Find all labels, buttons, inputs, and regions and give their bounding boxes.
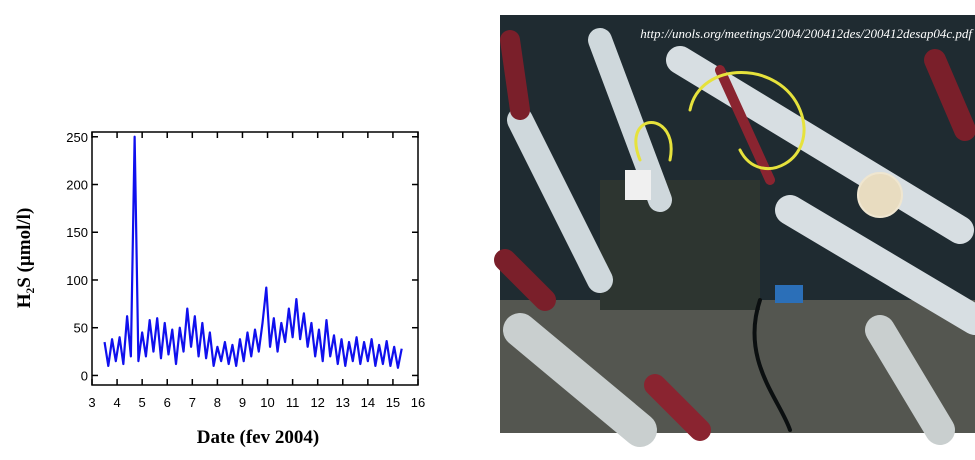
x-tick-label: 10 <box>260 395 274 410</box>
x-tick-label: 13 <box>336 395 350 410</box>
y-tick-label: 200 <box>66 178 88 193</box>
x-tick-label: 3 <box>88 395 95 410</box>
data-line <box>103 135 403 369</box>
x-tick-label: 12 <box>310 395 324 410</box>
y-tick-label: 0 <box>81 368 88 383</box>
x-tick-label: 15 <box>386 395 400 410</box>
x-axis-title: Date (fev 2004) <box>197 427 319 448</box>
image-source-url: http://unols.org/meetings/2004/200412des… <box>640 26 974 41</box>
plot-frame <box>91 131 419 386</box>
x-tick-label: 9 <box>239 395 246 410</box>
y-axis-title: H₂S (µmol/l) <box>14 208 35 309</box>
x-tick-label: 16 <box>411 395 425 410</box>
x-tick-label: 6 <box>164 395 171 410</box>
x-tick-label: 8 <box>214 395 221 410</box>
x-tick-label: 14 <box>361 395 375 410</box>
y-tick-label: 100 <box>66 273 88 288</box>
photo: http://unols.org/meetings/2004/200412des… <box>494 15 975 447</box>
x-tick-label: 5 <box>139 395 146 410</box>
x-tick-label: 4 <box>113 395 120 410</box>
x-tick-label: 7 <box>189 395 196 410</box>
x-tick-label: 11 <box>286 395 300 410</box>
y-tick-label: 150 <box>66 225 88 240</box>
y-tick-label: 50 <box>74 321 88 336</box>
y-tick-label: 250 <box>66 130 88 145</box>
